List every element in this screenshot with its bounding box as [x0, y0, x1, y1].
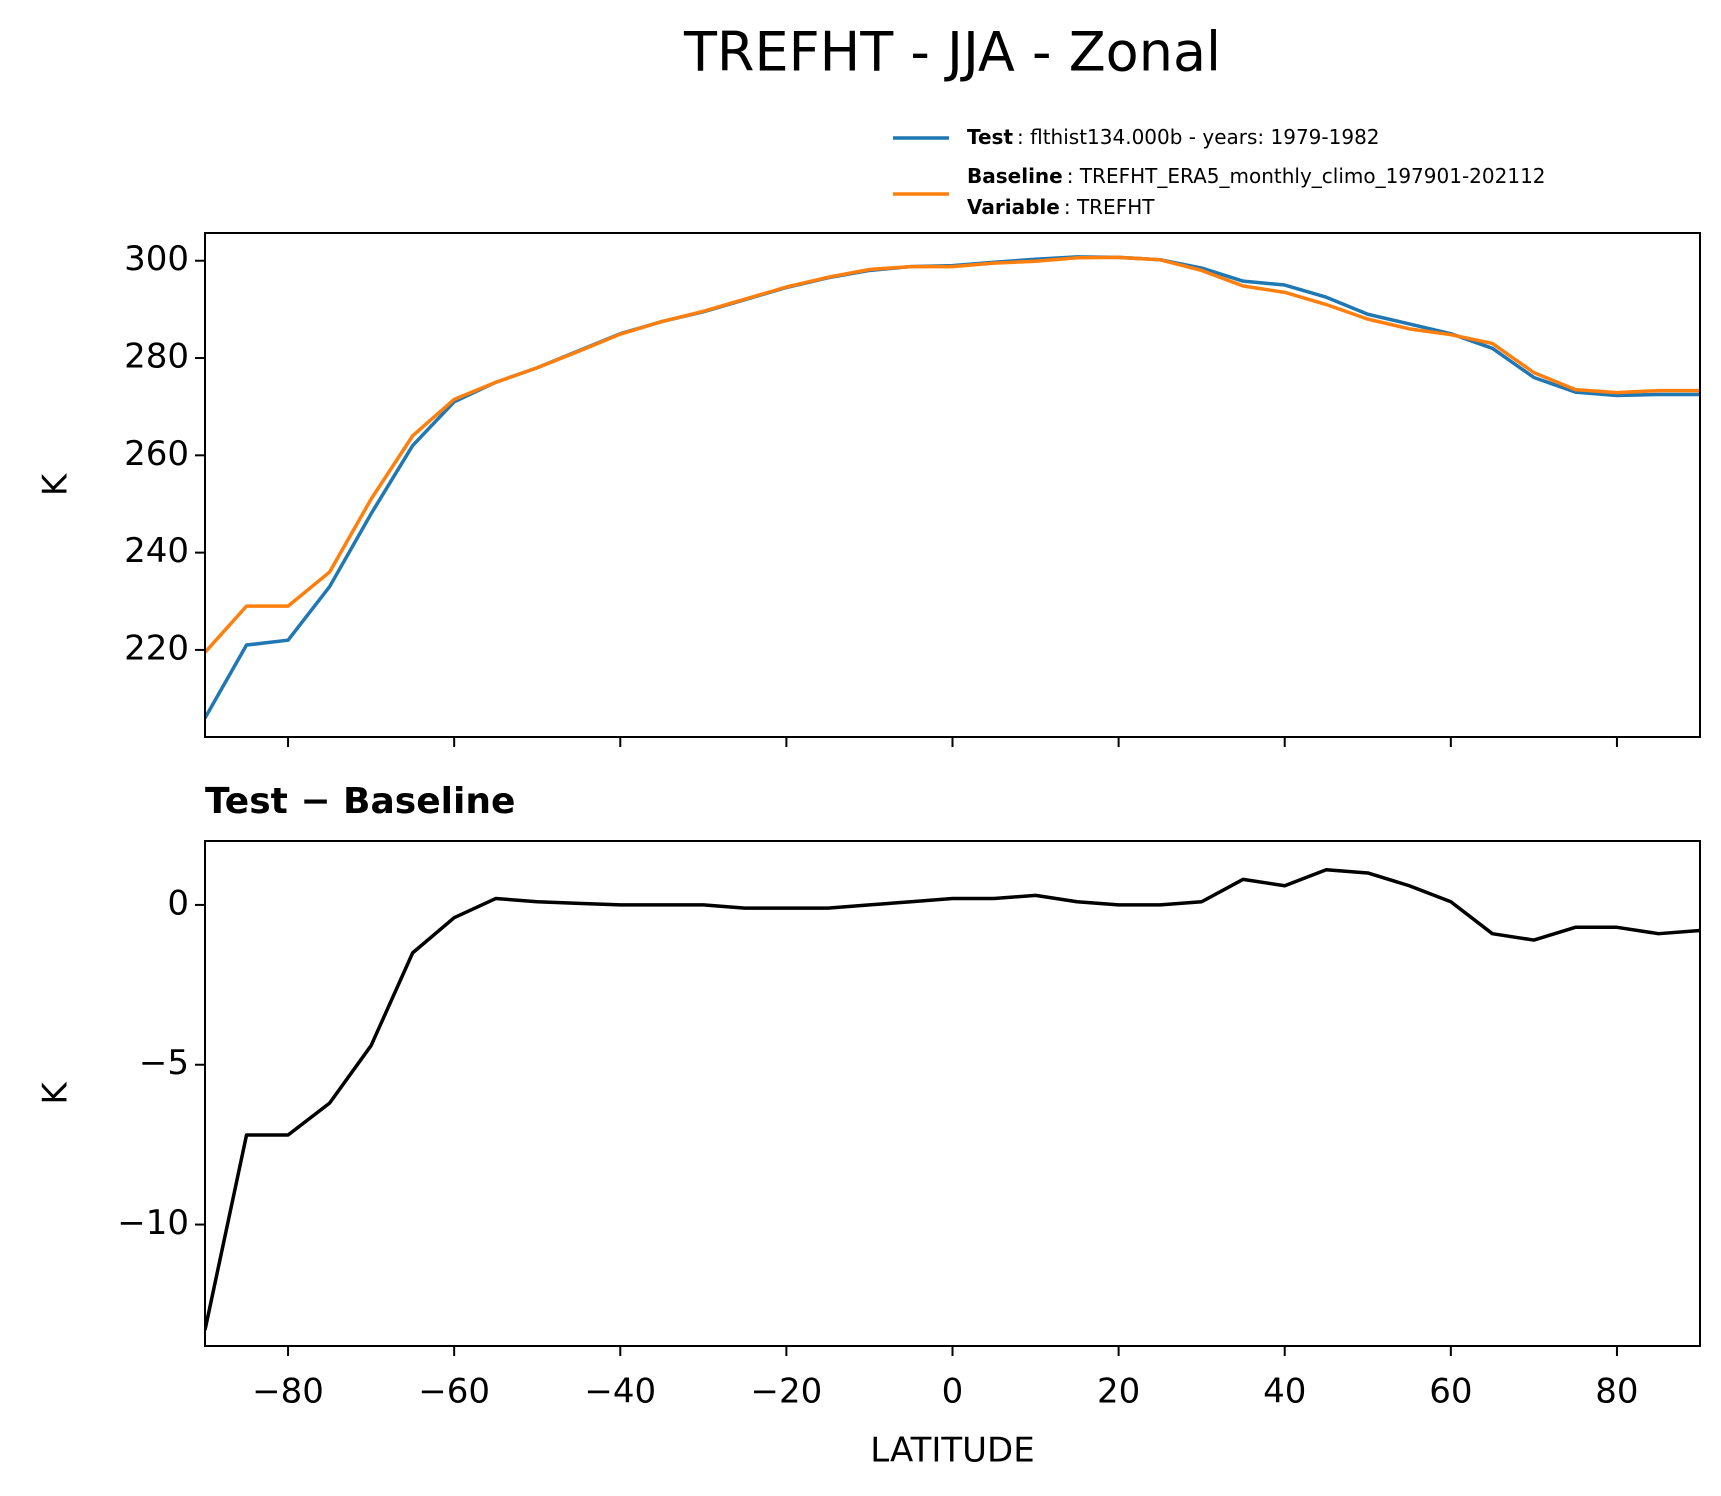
data-line	[205, 868, 1700, 1331]
legend-name: Baseline	[967, 164, 1063, 188]
legend-name: Variable	[967, 195, 1060, 219]
y-axis-label: K	[36, 1081, 76, 1105]
x-tick-label: 20	[1097, 1372, 1140, 1412]
x-tick-label: −60	[418, 1372, 490, 1412]
y-tick-label: 280	[124, 337, 189, 377]
legend-detail: : TREFHT	[1064, 195, 1155, 219]
axes-frame	[204, 840, 1701, 1347]
legend-detail: : TREFHT_ERA5_monthly_climo_197901-20211…	[1067, 164, 1546, 188]
legend-name: Test	[967, 125, 1013, 149]
y-tick-label: 260	[124, 434, 189, 474]
legend-entry: Baseline: TREFHT_ERA5_monthly_climo_1979…	[967, 164, 1546, 188]
x-tick-label: 0	[942, 1372, 964, 1412]
y-tick-label: 300	[124, 239, 189, 279]
legend-detail: : flthist134.000b - years: 1979-1982	[1017, 125, 1380, 149]
x-tick-label: −80	[252, 1372, 324, 1412]
chart-title: TREFHT - JJA - Zonal	[683, 21, 1221, 84]
x-tick-label: 60	[1429, 1372, 1472, 1412]
data-line	[205, 255, 1700, 654]
axes-frame	[204, 232, 1701, 738]
x-tick-label: −40	[584, 1372, 656, 1412]
x-tick-label: −20	[751, 1372, 823, 1412]
legend-entry: Test: flthist134.000b - years: 1979-1982	[967, 125, 1380, 149]
y-tick-label: −10	[117, 1203, 189, 1243]
panel-title: Test − Baseline	[205, 781, 515, 822]
y-tick-label: 240	[124, 531, 189, 571]
y-tick-label: 0	[167, 883, 189, 923]
legend-extra: Variable: TREFHT	[967, 195, 1155, 219]
y-axis-label: K	[36, 472, 76, 496]
x-tick-label: 40	[1263, 1372, 1306, 1412]
x-tick-label: 80	[1595, 1372, 1638, 1412]
y-tick-label: −5	[139, 1043, 189, 1083]
y-tick-label: 220	[124, 628, 189, 668]
x-axis-label: LATITUDE	[870, 1431, 1034, 1471]
